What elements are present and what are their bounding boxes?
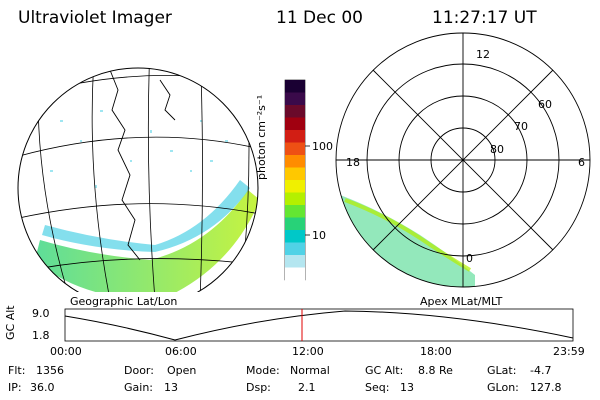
alt-xtick-2359: 23:59 bbox=[553, 345, 585, 358]
seq-value: 13 bbox=[400, 381, 414, 394]
altitude-plot bbox=[64, 308, 574, 342]
alt-xtick-0600: 06:00 bbox=[165, 345, 197, 358]
alt-ytick-1-8: 1.8 bbox=[32, 329, 50, 342]
lat-label-60: 60 bbox=[538, 98, 552, 111]
flt-value: 1356 bbox=[36, 364, 64, 377]
colorbar-band bbox=[285, 242, 305, 256]
left-caption: Geographic Lat/Lon bbox=[70, 295, 178, 308]
colorbar-band bbox=[285, 192, 305, 206]
polar-plot bbox=[335, 32, 591, 288]
lat-label-80: 80 bbox=[490, 143, 504, 156]
colorbar-band bbox=[285, 80, 305, 93]
mlt-label-18: 18 bbox=[346, 156, 360, 169]
time-label: 11:27:17 UT bbox=[432, 8, 537, 28]
door-value: Open bbox=[167, 364, 197, 377]
ip-label: IP: bbox=[8, 381, 22, 394]
colorbar-band bbox=[285, 267, 305, 281]
door-label: Door: bbox=[124, 364, 154, 377]
alt-xtick-0000: 00:00 bbox=[50, 345, 82, 358]
glat-label: GLat: bbox=[487, 364, 517, 377]
colorbar-band bbox=[285, 230, 305, 243]
colorbar-band bbox=[285, 130, 305, 143]
flt-label: Flt: bbox=[8, 364, 26, 377]
dsp-label: Dsp: bbox=[246, 381, 271, 394]
colorbar-band bbox=[285, 142, 305, 156]
colorbar-band bbox=[285, 217, 305, 231]
colorbar bbox=[284, 79, 310, 281]
gain-label: Gain: bbox=[124, 381, 153, 394]
lat-label-70: 70 bbox=[514, 120, 528, 133]
colorbar-band bbox=[285, 117, 305, 131]
mlt-label-12: 12 bbox=[476, 48, 490, 61]
geographic-map bbox=[17, 67, 259, 292]
seq-label: Seq: bbox=[365, 381, 390, 394]
mode-value: Normal bbox=[290, 364, 330, 377]
alt-xtick-1200: 12:00 bbox=[292, 345, 324, 358]
colorbar-band bbox=[285, 205, 305, 218]
instrument-title: Ultraviolet Imager bbox=[18, 8, 172, 28]
gcalt-label: GC Alt: bbox=[365, 364, 404, 377]
gcalt-value: 8.8 Re bbox=[418, 364, 453, 377]
colorbar-band bbox=[285, 255, 305, 268]
dsp-value: 2.1 bbox=[298, 381, 316, 394]
ip-value: 36.0 bbox=[30, 381, 55, 394]
colorbar-tick-10: 10 bbox=[312, 229, 326, 242]
glat-value: -4.7 bbox=[530, 364, 552, 377]
date-label: 11 Dec 00 bbox=[276, 8, 363, 28]
alt-xtick-1800: 18:00 bbox=[420, 345, 452, 358]
alt-ylabel: GC Alt bbox=[4, 305, 17, 340]
gain-value: 13 bbox=[164, 381, 178, 394]
mode-label: Mode: bbox=[246, 364, 280, 377]
glon-value: 127.8 bbox=[530, 381, 562, 394]
colorbar-tick-100: 100 bbox=[312, 140, 333, 153]
colorbar-band bbox=[285, 155, 305, 168]
mlt-label-6: 6 bbox=[578, 156, 585, 169]
alt-ytick-9: 9.0 bbox=[32, 307, 50, 320]
mlt-label-0: 0 bbox=[466, 252, 473, 265]
colorbar-band bbox=[285, 180, 305, 193]
colorbar-band bbox=[285, 92, 305, 106]
colorbar-band bbox=[285, 167, 305, 181]
right-caption: Apex MLat/MLT bbox=[420, 295, 503, 308]
colorbar-band bbox=[285, 105, 305, 118]
glon-label: GLon: bbox=[487, 381, 519, 394]
colorbar-label: photon cm⁻²s⁻¹ bbox=[255, 94, 268, 180]
